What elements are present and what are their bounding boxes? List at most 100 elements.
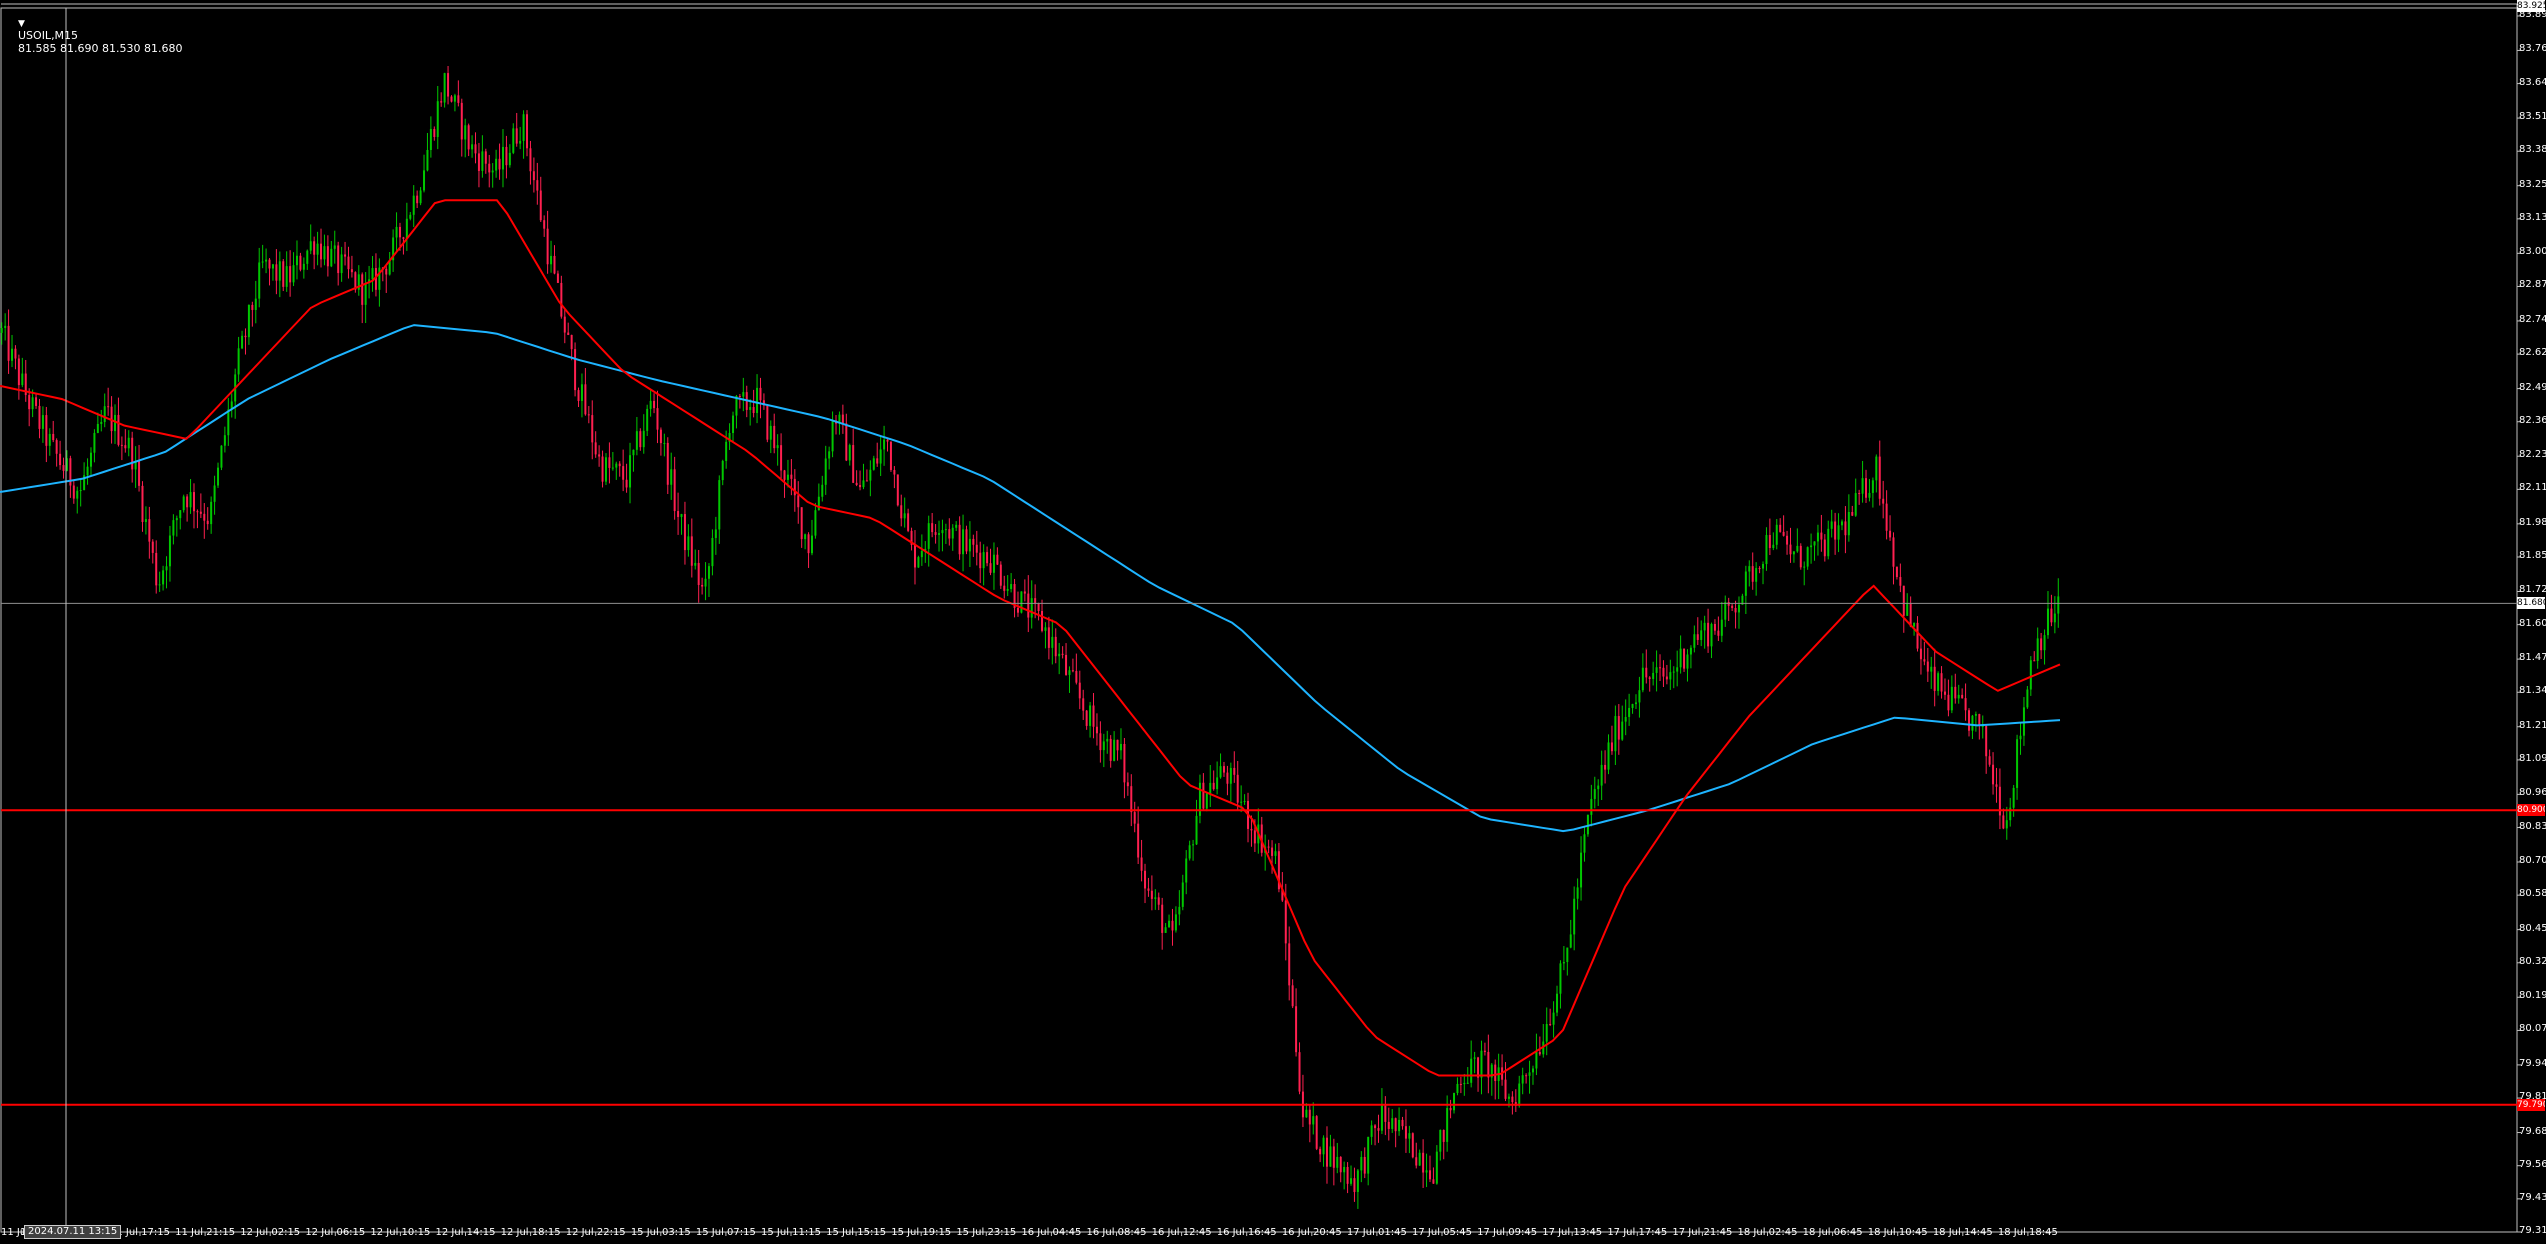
candle-body [1652,672,1655,679]
time-tick-label: 15 Jul 03:15 [630,1227,691,1238]
candle-body [392,237,395,261]
candle-body [687,536,690,551]
candle-body [618,463,621,467]
candle-body [862,480,865,488]
candle-body [1089,705,1092,726]
price-tick-label: 79.560 [2519,1158,2546,1170]
candle-body [1027,593,1030,618]
candle-body [409,214,412,219]
candle-body [1604,764,1607,770]
candle-body [447,73,450,97]
candle-body [872,458,875,470]
candle-body [1607,742,1610,770]
candle-body [1284,900,1287,944]
candle-body [271,264,274,269]
candle-body [1065,654,1068,675]
candle-body [598,454,601,457]
candle-body [344,254,347,257]
candle-body [1748,566,1751,572]
candle-body [203,513,206,521]
time-tick-label: 12 Jul 02:15 [240,1227,301,1238]
candle-body [1916,622,1919,649]
candle-body [1157,897,1160,905]
candle-body [1353,1178,1356,1192]
candle-body [1930,666,1933,672]
candle-body [1634,702,1637,705]
candle-body [1312,1116,1315,1125]
candle-body [62,465,65,471]
candle-body [1109,738,1112,761]
candle-body [550,255,553,265]
candle-body [845,423,848,461]
candle-body [1827,528,1830,557]
candle-body [1095,726,1098,734]
candle-body [989,563,992,573]
candle-body [1775,524,1778,545]
candle-body [1463,1082,1466,1085]
fast-moving-average-line [0,199,2061,1077]
price-tick-label: 83.255 [2519,178,2546,190]
candle-body [848,445,851,461]
candle-body [155,552,158,586]
candle-body [786,474,789,480]
candle-body [1212,782,1215,790]
time-tick-label: 15 Jul 15:15 [826,1227,887,1238]
candle-body [1926,661,1929,672]
candle-body [223,435,226,446]
candle-body [1786,535,1789,545]
candle-body [1978,714,1981,727]
candle-body [1768,534,1771,549]
triangle-down-icon[interactable]: ▼ [18,19,25,29]
candle-body [701,584,704,587]
time-tick-label: 18 Jul 10:45 [1867,1227,1928,1238]
price-tick-label: 81.470 [2519,652,2546,664]
candle-body [45,415,48,446]
candle-body [323,246,326,260]
candle-body [1720,619,1723,636]
candle-body [1274,851,1277,856]
candle-body [931,523,934,533]
price-tick-label: 82.110 [2519,482,2546,494]
candle-body [659,429,662,444]
candle-body [512,128,515,153]
candle-body [1442,1130,1445,1142]
candle-body [1339,1156,1342,1173]
candle-body [532,171,535,181]
candle-body [21,373,24,386]
candle-body [1003,585,1006,591]
candle-body [1428,1170,1431,1180]
candle-body [677,511,680,517]
candle-body [1126,782,1129,787]
time-tick-label: 16 Jul 16:45 [1216,1227,1277,1238]
candle-body [2019,735,2022,740]
candle-body [587,414,590,416]
candle-body [1267,846,1270,848]
candle-body [1580,852,1583,888]
candle-body [1477,1057,1480,1078]
candle-body [1178,906,1181,915]
candle-body [398,226,401,238]
candle-body [1782,531,1785,536]
candle-body [1281,889,1284,901]
candle-body [793,478,796,496]
candle-body [1271,847,1274,856]
candle-body [1205,793,1208,809]
candle-body [1624,716,1627,722]
candle-body [543,220,546,229]
candle-body [1847,511,1850,536]
candle-body [752,407,755,414]
candle-body [1943,691,1946,695]
candle-body [680,514,683,517]
candle-body [859,484,862,488]
candle-body [1113,739,1116,761]
candle-body [124,445,127,449]
candle-body [320,243,323,260]
candle-body [1343,1166,1346,1173]
candle-body [450,96,453,102]
price-tick-label: 80.325 [2519,955,2546,967]
price-tick-label: 81.980 [2519,516,2546,528]
chart-header[interactable]: ▼ USOIL,M15 81.585 81.690 81.530 81.680 [4,3,182,68]
candle-body [347,256,350,270]
